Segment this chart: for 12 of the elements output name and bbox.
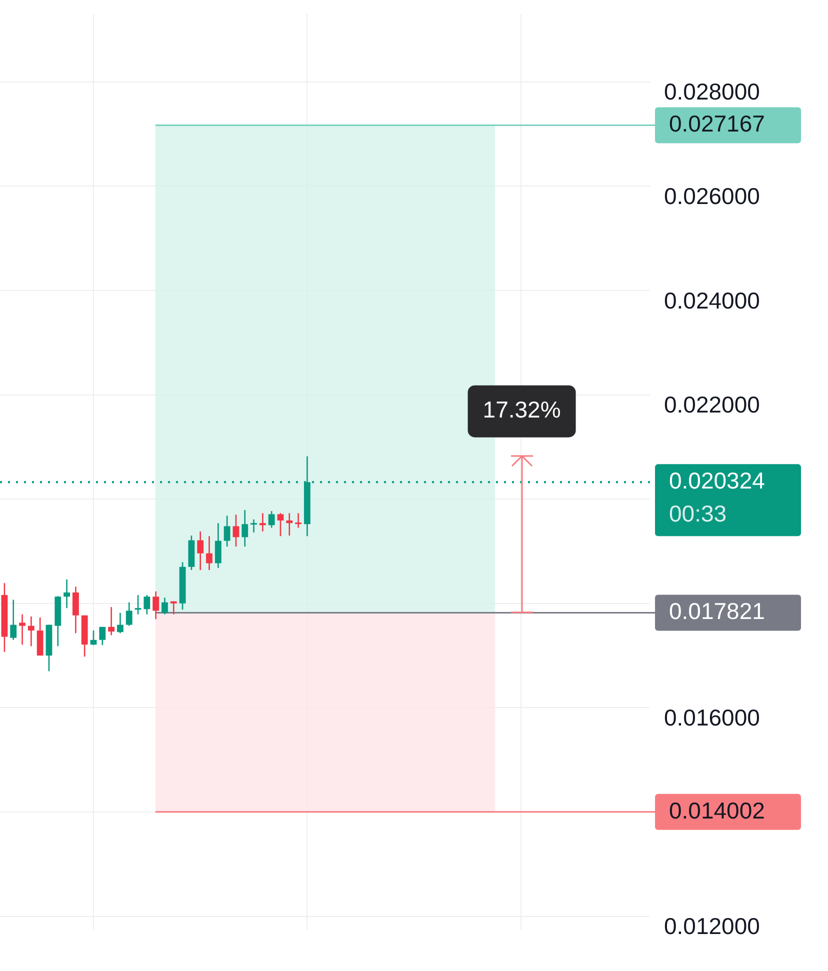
y-tick-label: 0.028000 (664, 78, 760, 105)
y-tick-label: 0.022000 (664, 392, 760, 418)
y-tick-label: 0.012000 (664, 913, 760, 940)
y-tick-label: 0.024000 (664, 287, 760, 314)
y-tick-label: 0.016000 (664, 704, 760, 731)
text: 00:33 (669, 500, 727, 527)
annotation: 17.32% (482, 396, 561, 423)
ref-line-label: 0.014002 (669, 797, 765, 824)
y-tick-label: 0.026000 (664, 182, 760, 209)
ref-line-label: 0.027167 (669, 110, 765, 137)
ref-line-label: 0.017821 (669, 598, 765, 624)
ref-line-label: 0.020324 (669, 468, 766, 494)
